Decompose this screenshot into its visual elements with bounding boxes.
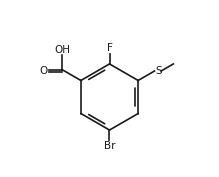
Text: OH: OH <box>54 44 70 55</box>
Text: S: S <box>155 66 162 76</box>
Text: O: O <box>39 66 48 76</box>
Text: F: F <box>107 43 112 53</box>
Text: Br: Br <box>104 141 115 151</box>
